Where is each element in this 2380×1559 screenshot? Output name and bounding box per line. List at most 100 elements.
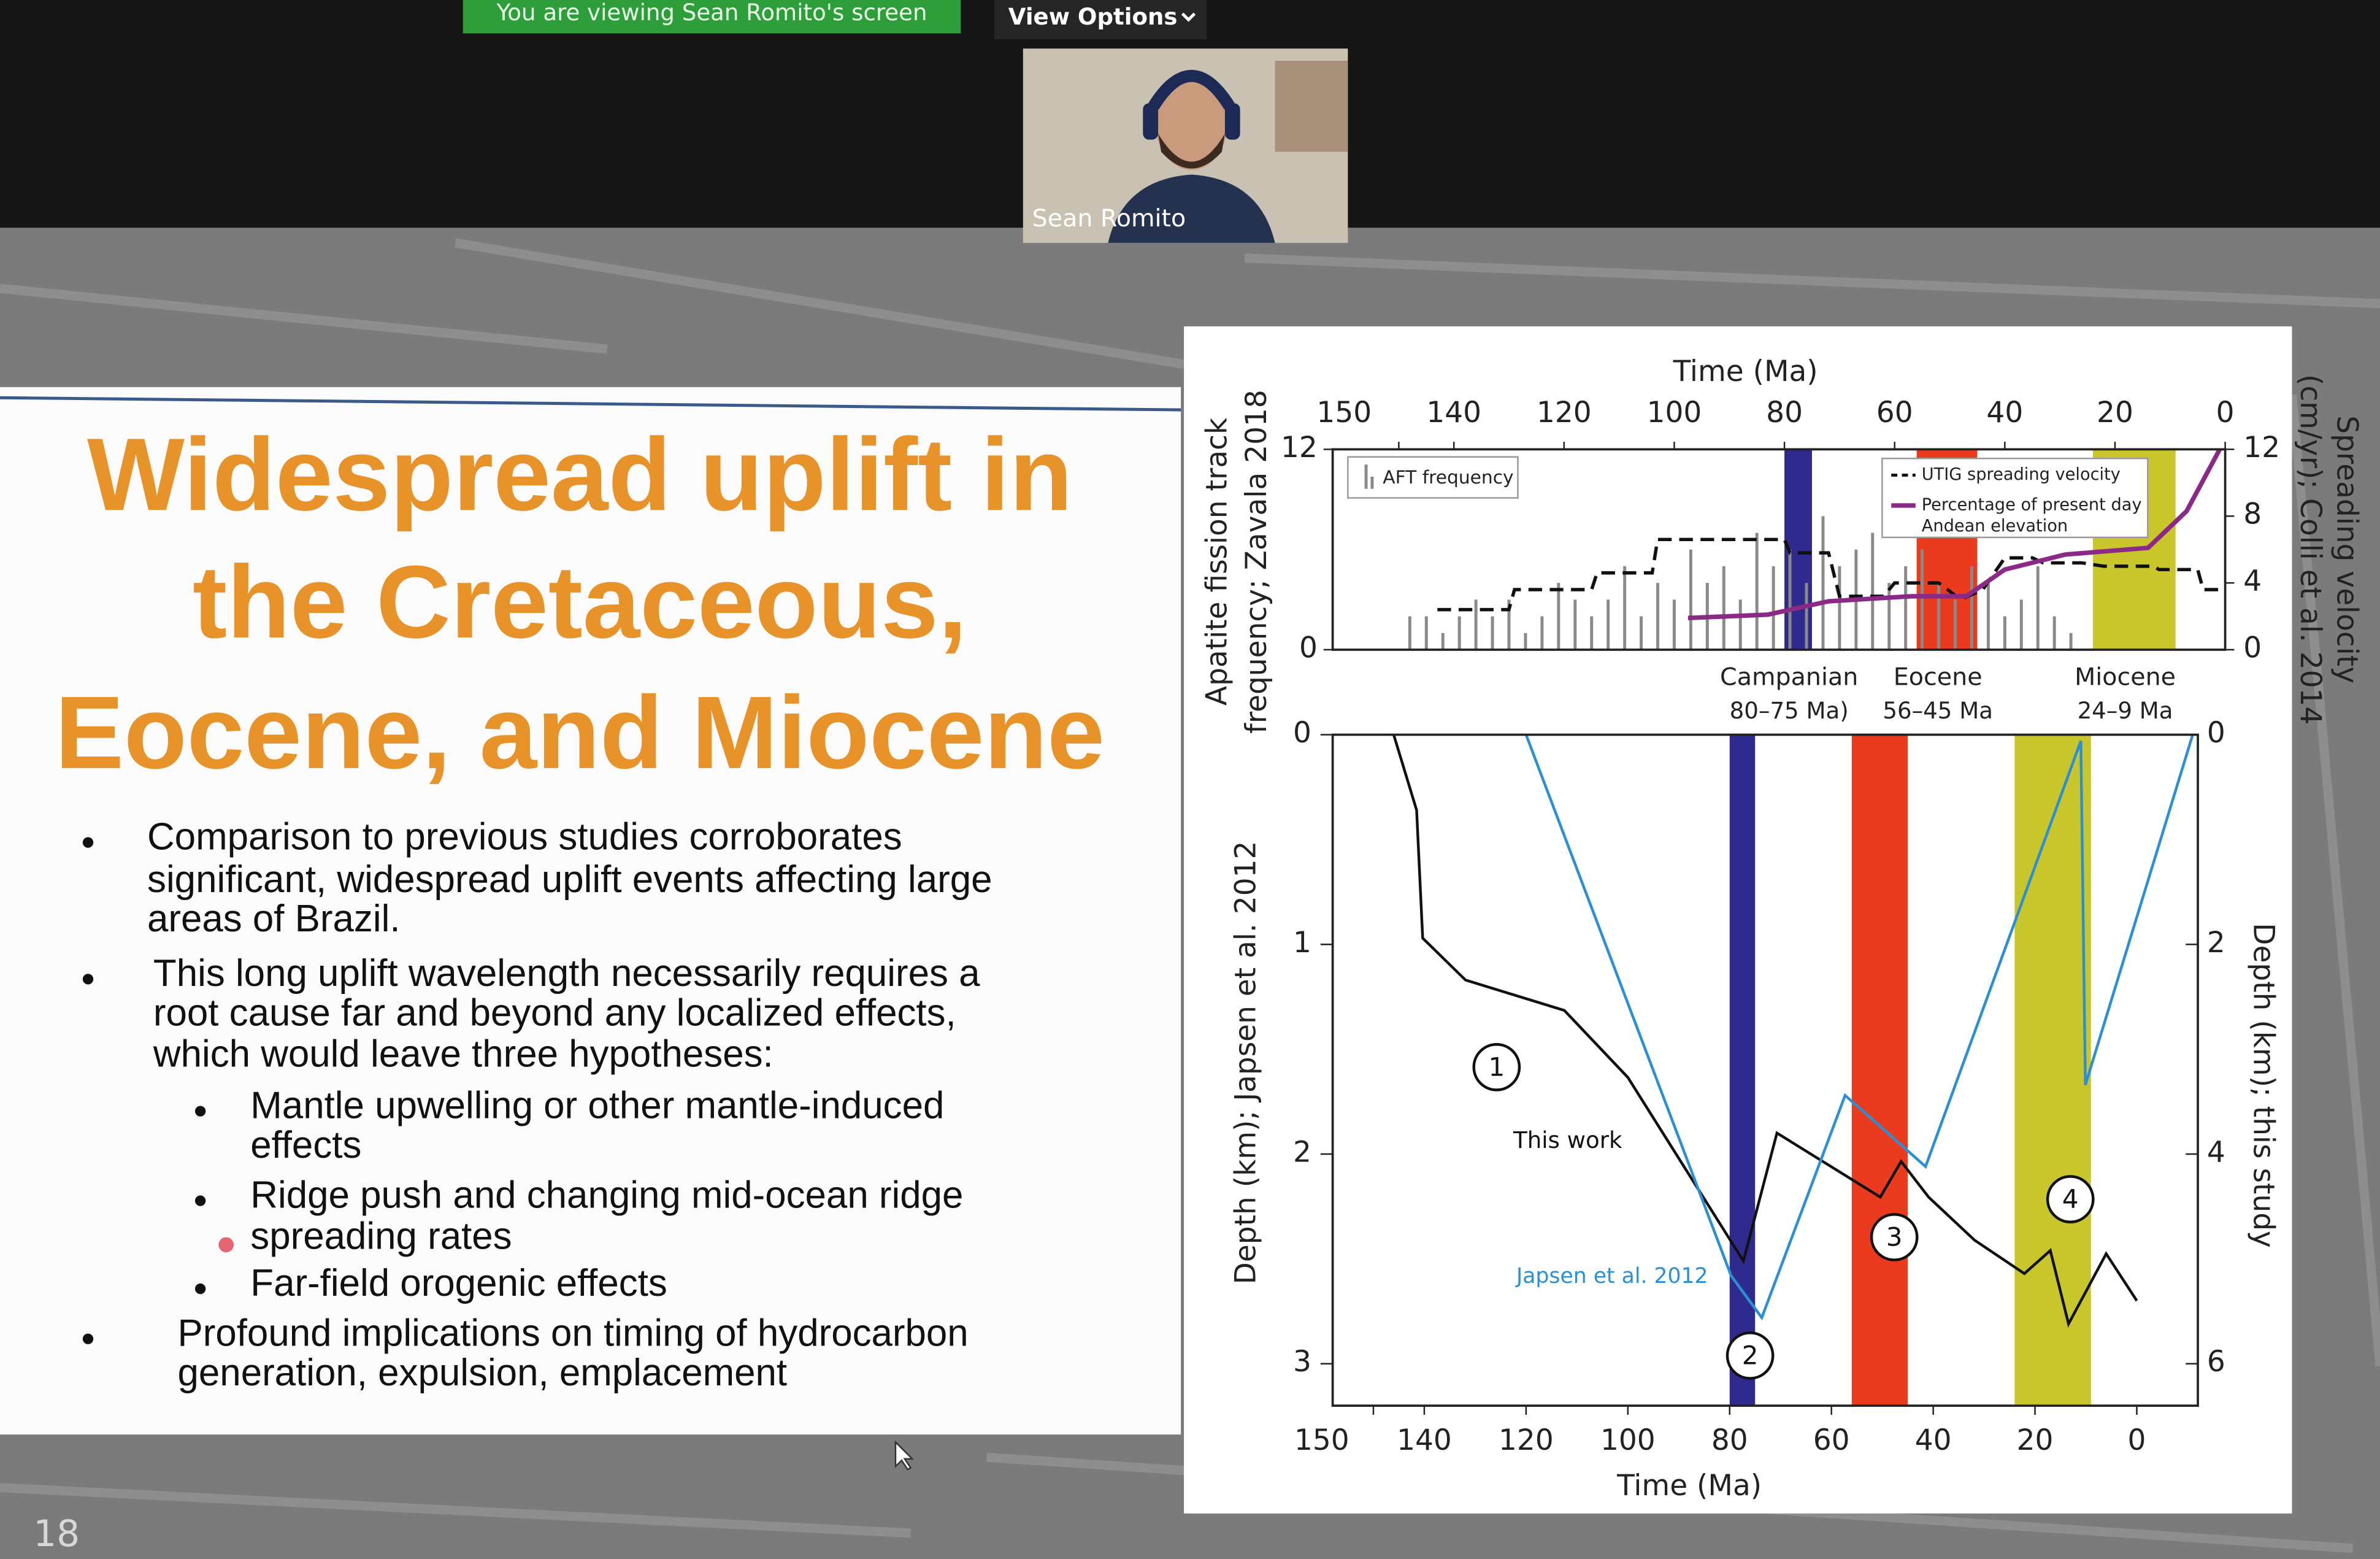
mouse-pointer [894, 1440, 915, 1471]
aft-bar [1474, 599, 1478, 650]
x-tick-label: 120 [1537, 396, 1592, 429]
y2-axis-title: Depth (km); this study [2246, 923, 2280, 1248]
x-tick-label: 40 [1986, 396, 2023, 429]
aft-bar [1954, 599, 1957, 650]
aft-bar [1772, 566, 1775, 650]
aft-bar [1573, 599, 1577, 650]
slide-panel [0, 387, 1181, 1435]
y-tick-label: 12 [1281, 431, 1318, 464]
annotation-label: 4 [2062, 1184, 2079, 1214]
y2-tick-label: 6 [2207, 1345, 2225, 1379]
aft-bar [1524, 633, 1527, 650]
x-tick-label: 80 [1711, 1423, 1748, 1457]
x-tick-label: 20 [2017, 1423, 2054, 1457]
time-band [1851, 734, 1908, 1406]
aft-bar [1623, 566, 1627, 650]
band-name: Eocene [1894, 663, 1983, 691]
bullet-line: Mantle upwelling or other mantle-induced [250, 1085, 944, 1127]
slide-title-line: the Cretaceous, [193, 544, 967, 660]
video-earcup [1143, 103, 1159, 140]
y-axis-title: frequency; Zavala 2018 [1240, 390, 1273, 734]
y2-tick-label: 0 [2207, 716, 2225, 750]
x-tick-label: 150 [1294, 1423, 1349, 1457]
aft-bar [2019, 599, 2023, 650]
aft-bar [1986, 583, 1990, 650]
series-line [1392, 734, 2138, 1328]
legend-text-box: UTIG spreading velocity [1922, 464, 2121, 484]
video-earcup [1224, 103, 1240, 140]
aft-bar [1408, 616, 1411, 650]
view-options-caret [1181, 12, 1196, 22]
x-axis-title: Time (Ma) [1673, 355, 1818, 388]
legend-box [1881, 457, 2149, 539]
aft-bar [1722, 566, 1726, 650]
video-shirt [1108, 174, 1275, 243]
annotation-label: 1 [1488, 1052, 1505, 1082]
viewing-banner [463, 0, 961, 34]
view-options-button[interactable] [994, 0, 1207, 40]
aft-bar [1755, 533, 1759, 650]
legend-label: Percentage of present day Andean elevati… [1921, 495, 2142, 536]
aft-bar [1821, 516, 1825, 650]
y-tick-label: 0 [1293, 716, 1311, 750]
legend-swatch [1364, 464, 1368, 489]
series-label: This work [1513, 1127, 1622, 1153]
x-tick-label: 40 [1915, 1423, 1952, 1457]
aft-bar [1788, 549, 1792, 650]
video-face [1155, 72, 1228, 171]
y2-tick-label: 4 [2207, 1136, 2225, 1169]
y2-tick-label: 0 [2243, 631, 2262, 664]
aft-bar [1970, 566, 1973, 650]
x-tick-label: 100 [1600, 1423, 1656, 1457]
legend-label: AFT frequency [1383, 467, 1513, 488]
band-range: 24–9 Ma [2078, 698, 2173, 724]
aft-bar [1540, 616, 1544, 650]
y2-tick-label: 4 [2243, 564, 2262, 598]
time-band [1729, 734, 1756, 1406]
y2-axis-title: Spreading velocity [2330, 415, 2364, 683]
bullet-line: significant, widespread uplift events af… [147, 858, 992, 901]
bullet-line: Ridge push and changing mid-ocean ridge [250, 1174, 963, 1216]
aft-bar [1887, 583, 1891, 650]
bullet-line: generation, expulsion, emplacement [178, 1352, 788, 1394]
video-beard [1158, 133, 1225, 169]
y-tick-label: 2 [1293, 1136, 1311, 1169]
bullet-dot [194, 1283, 206, 1295]
slide-title-line: Eocene, and Miocene [55, 675, 1105, 790]
y2-tick-label: 8 [2243, 498, 2262, 531]
series-line [1687, 448, 2222, 620]
aft-bar [1904, 566, 1908, 650]
x-tick-label: 0 [2128, 1423, 2146, 1457]
video-headphones [1148, 70, 1235, 110]
aft-bar [1672, 599, 1676, 650]
band-name: Campanian [1720, 663, 1858, 691]
band-range: 56–45 Ma [1883, 698, 1993, 724]
band-range: 80–75 Ma) [1730, 698, 1849, 724]
bullet-line: This long uplift wavelength necessarily … [153, 952, 980, 995]
title-rule [0, 396, 1181, 412]
x-tick-label: 150 [1316, 396, 1372, 429]
series-line [1524, 734, 2194, 1321]
aft-bar [1640, 616, 1643, 650]
x-tick-label: 120 [1499, 1423, 1554, 1457]
aft-bar [1590, 616, 1594, 650]
participant-name: Sean Romito [1032, 204, 1186, 233]
aft-bar [1606, 599, 1610, 650]
x-tick-label: 20 [2097, 396, 2133, 429]
band-name: Miocene [2075, 663, 2176, 691]
y-tick-label: 3 [1293, 1345, 1311, 1379]
x-tick-label: 60 [1876, 396, 1913, 429]
aft-bar [2052, 616, 2056, 650]
aft-bar [1805, 583, 1808, 650]
y-axis-title: Depth (km); Japsen et al. 2012 [1229, 841, 1263, 1285]
aft-bar [1937, 583, 1941, 650]
bullet-dot [194, 1106, 206, 1117]
plot-frame [1331, 733, 2199, 1407]
bullet-dot [82, 974, 94, 985]
cursor-highlight [218, 1237, 234, 1253]
annotation-circle [1870, 1213, 1919, 1261]
aft-bar [1507, 599, 1511, 650]
plot-frame [1331, 448, 2227, 651]
view-options-label[interactable]: View Options [1008, 4, 1178, 30]
